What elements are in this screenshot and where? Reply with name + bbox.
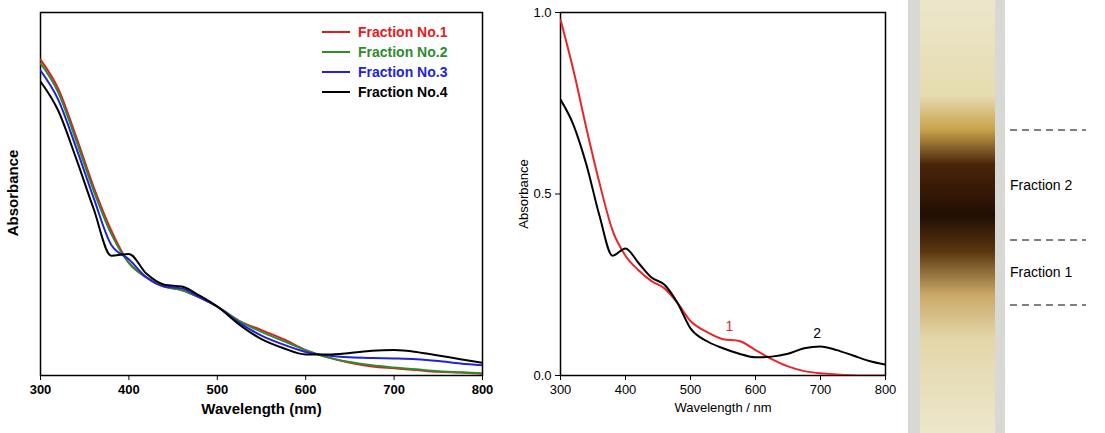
html-text:Fraction No.3: Fraction No.3	[358, 64, 448, 80]
svg-text:Absorbance: Absorbance	[516, 159, 531, 228]
svg-text:2: 2	[813, 325, 821, 341]
svg-text:800: 800	[472, 382, 494, 397]
svg-text:500: 500	[206, 382, 228, 397]
svg-text:0.0: 0.0	[533, 368, 551, 383]
svg-text:700: 700	[810, 382, 832, 397]
html-text:Fraction No.1: Fraction No.1	[358, 24, 448, 40]
svg-text:1: 1	[726, 318, 734, 334]
svg-text:400: 400	[118, 382, 140, 397]
svg-text:Fraction 1: Fraction 1	[1010, 264, 1072, 280]
svg-text:Wavelength (nm): Wavelength (nm)	[201, 400, 321, 417]
svg-text:600: 600	[295, 382, 317, 397]
svg-text:300: 300	[30, 382, 52, 397]
svg-text:500: 500	[680, 382, 702, 397]
svg-text:300: 300	[550, 382, 572, 397]
svg-text:1.0: 1.0	[533, 5, 551, 20]
svg-text:600: 600	[745, 382, 767, 397]
svg-text:800: 800	[875, 382, 897, 397]
html-text:Fraction No.2: Fraction No.2	[358, 44, 448, 60]
html-text:Fraction No.4: Fraction No.4	[358, 84, 448, 100]
svg-text:0.5: 0.5	[533, 186, 551, 201]
svg-text:400: 400	[615, 382, 637, 397]
svg-text:700: 700	[383, 382, 405, 397]
svg-text:Wavelength / nm: Wavelength / nm	[674, 400, 771, 415]
svg-text:Fraction 2: Fraction 2	[1010, 177, 1072, 193]
html-text:Absorbance: Absorbance	[4, 149, 21, 237]
